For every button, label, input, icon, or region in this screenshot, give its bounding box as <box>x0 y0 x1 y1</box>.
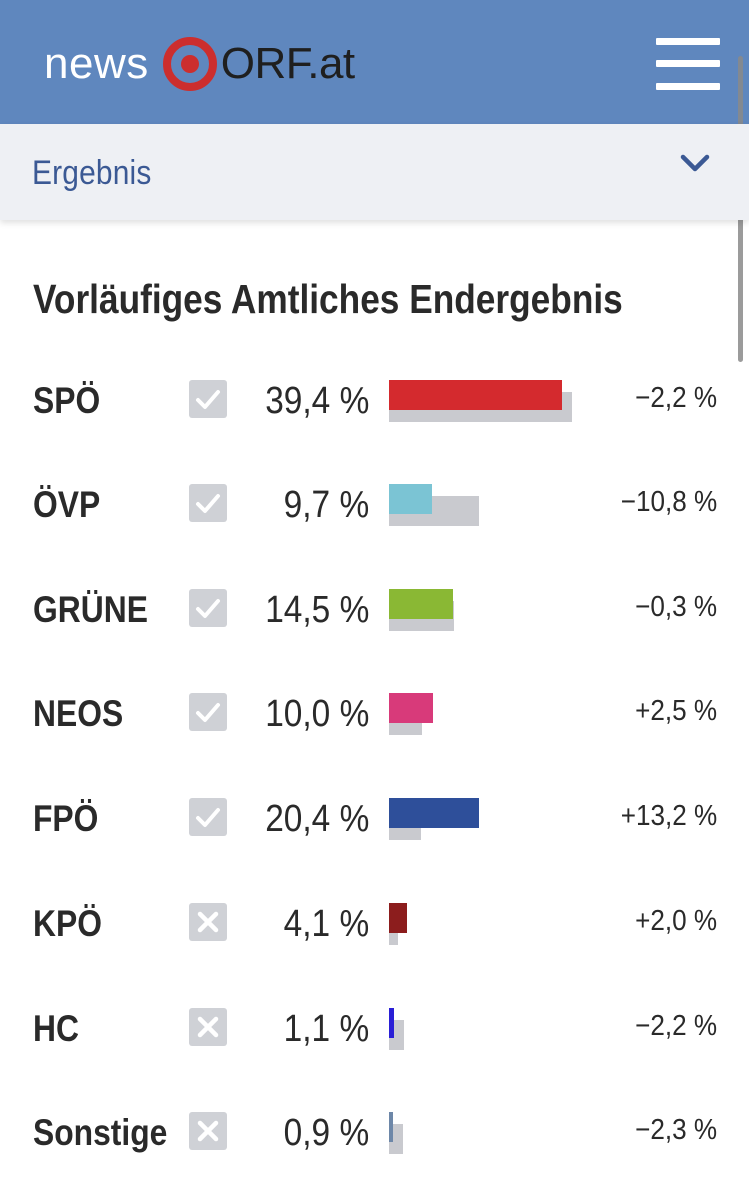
news-orf-logo[interactable]: news ORF.at <box>44 36 355 92</box>
change-percentage: +2,5 % <box>635 695 717 727</box>
result-bar <box>389 798 609 842</box>
result-row: SPÖ 39,4 % −2,2 % <box>0 362 749 442</box>
result-bar <box>389 903 609 947</box>
result-row: FPÖ 20,4 % +13,2 % <box>0 780 749 860</box>
current-result-bar <box>389 380 563 410</box>
dropdown-label: Ergebnis <box>32 154 152 192</box>
result-row: Sonstige 0,9 % −2,3 % <box>0 1094 749 1174</box>
current-result-bar <box>389 589 453 619</box>
cross-icon <box>189 1008 227 1046</box>
hamburger-menu-icon[interactable] <box>656 38 720 90</box>
result-bar <box>389 589 609 633</box>
result-row: NEOS 10,0 % +2,5 % <box>0 675 749 755</box>
current-result-bar <box>389 1112 393 1142</box>
check-icon <box>189 798 227 836</box>
vote-percentage: 14,5 % <box>264 589 369 631</box>
result-bar <box>389 484 609 528</box>
change-percentage: +2,0 % <box>635 905 717 937</box>
change-percentage: −0,3 % <box>635 591 717 623</box>
change-percentage: +13,2 % <box>620 800 717 832</box>
orf-eye-icon <box>162 37 217 91</box>
vote-percentage: 10,0 % <box>264 693 369 735</box>
party-name: FPÖ <box>33 798 99 839</box>
change-percentage: −2,2 % <box>635 1010 717 1042</box>
change-percentage: −2,3 % <box>635 1114 717 1146</box>
party-name: ÖVP <box>33 484 101 525</box>
result-row: GRÜNE 14,5 % −0,3 % <box>0 571 749 651</box>
results-title: Vorläufiges Amtliches Endergebnis <box>33 276 623 322</box>
check-icon <box>189 589 227 627</box>
result-row: HC 1,1 % −2,2 % <box>0 990 749 1070</box>
current-result-bar <box>389 903 408 933</box>
current-result-bar <box>389 1008 394 1038</box>
party-name: NEOS <box>33 693 124 734</box>
party-name: Sonstige <box>33 1112 168 1153</box>
result-dropdown[interactable]: Ergebnis <box>0 124 749 220</box>
vote-percentage: 0,9 % <box>283 1112 369 1154</box>
chevron-down-icon[interactable] <box>680 154 710 174</box>
check-icon <box>189 380 227 418</box>
check-icon <box>189 484 227 522</box>
party-name: SPÖ <box>33 380 101 421</box>
cross-icon <box>189 1112 227 1150</box>
vote-percentage: 9,7 % <box>283 484 369 526</box>
vote-percentage: 20,4 % <box>264 798 369 840</box>
logo-orf-text: ORF.at <box>220 39 355 88</box>
result-bar <box>389 1008 609 1052</box>
vote-percentage: 39,4 % <box>264 380 369 422</box>
result-row: KPÖ 4,1 % +2,0 % <box>0 885 749 965</box>
check-icon <box>189 693 227 731</box>
result-bar <box>389 380 609 424</box>
party-name: HC <box>33 1008 79 1049</box>
change-percentage: −2,2 % <box>635 382 717 414</box>
result-row: ÖVP 9,7 % −10,8 % <box>0 466 749 546</box>
logo-news-text: news <box>44 39 149 88</box>
vote-percentage: 1,1 % <box>283 1008 369 1050</box>
result-bar <box>389 1112 609 1156</box>
change-percentage: −10,8 % <box>620 486 717 518</box>
current-result-bar <box>389 798 479 828</box>
current-result-bar <box>389 484 432 514</box>
party-name: KPÖ <box>33 903 102 944</box>
party-name: GRÜNE <box>33 589 148 630</box>
cross-icon <box>189 903 227 941</box>
result-bar <box>389 693 609 737</box>
current-result-bar <box>389 693 433 723</box>
vote-percentage: 4,1 % <box>283 903 369 945</box>
app-header: news ORF.at <box>0 0 749 124</box>
